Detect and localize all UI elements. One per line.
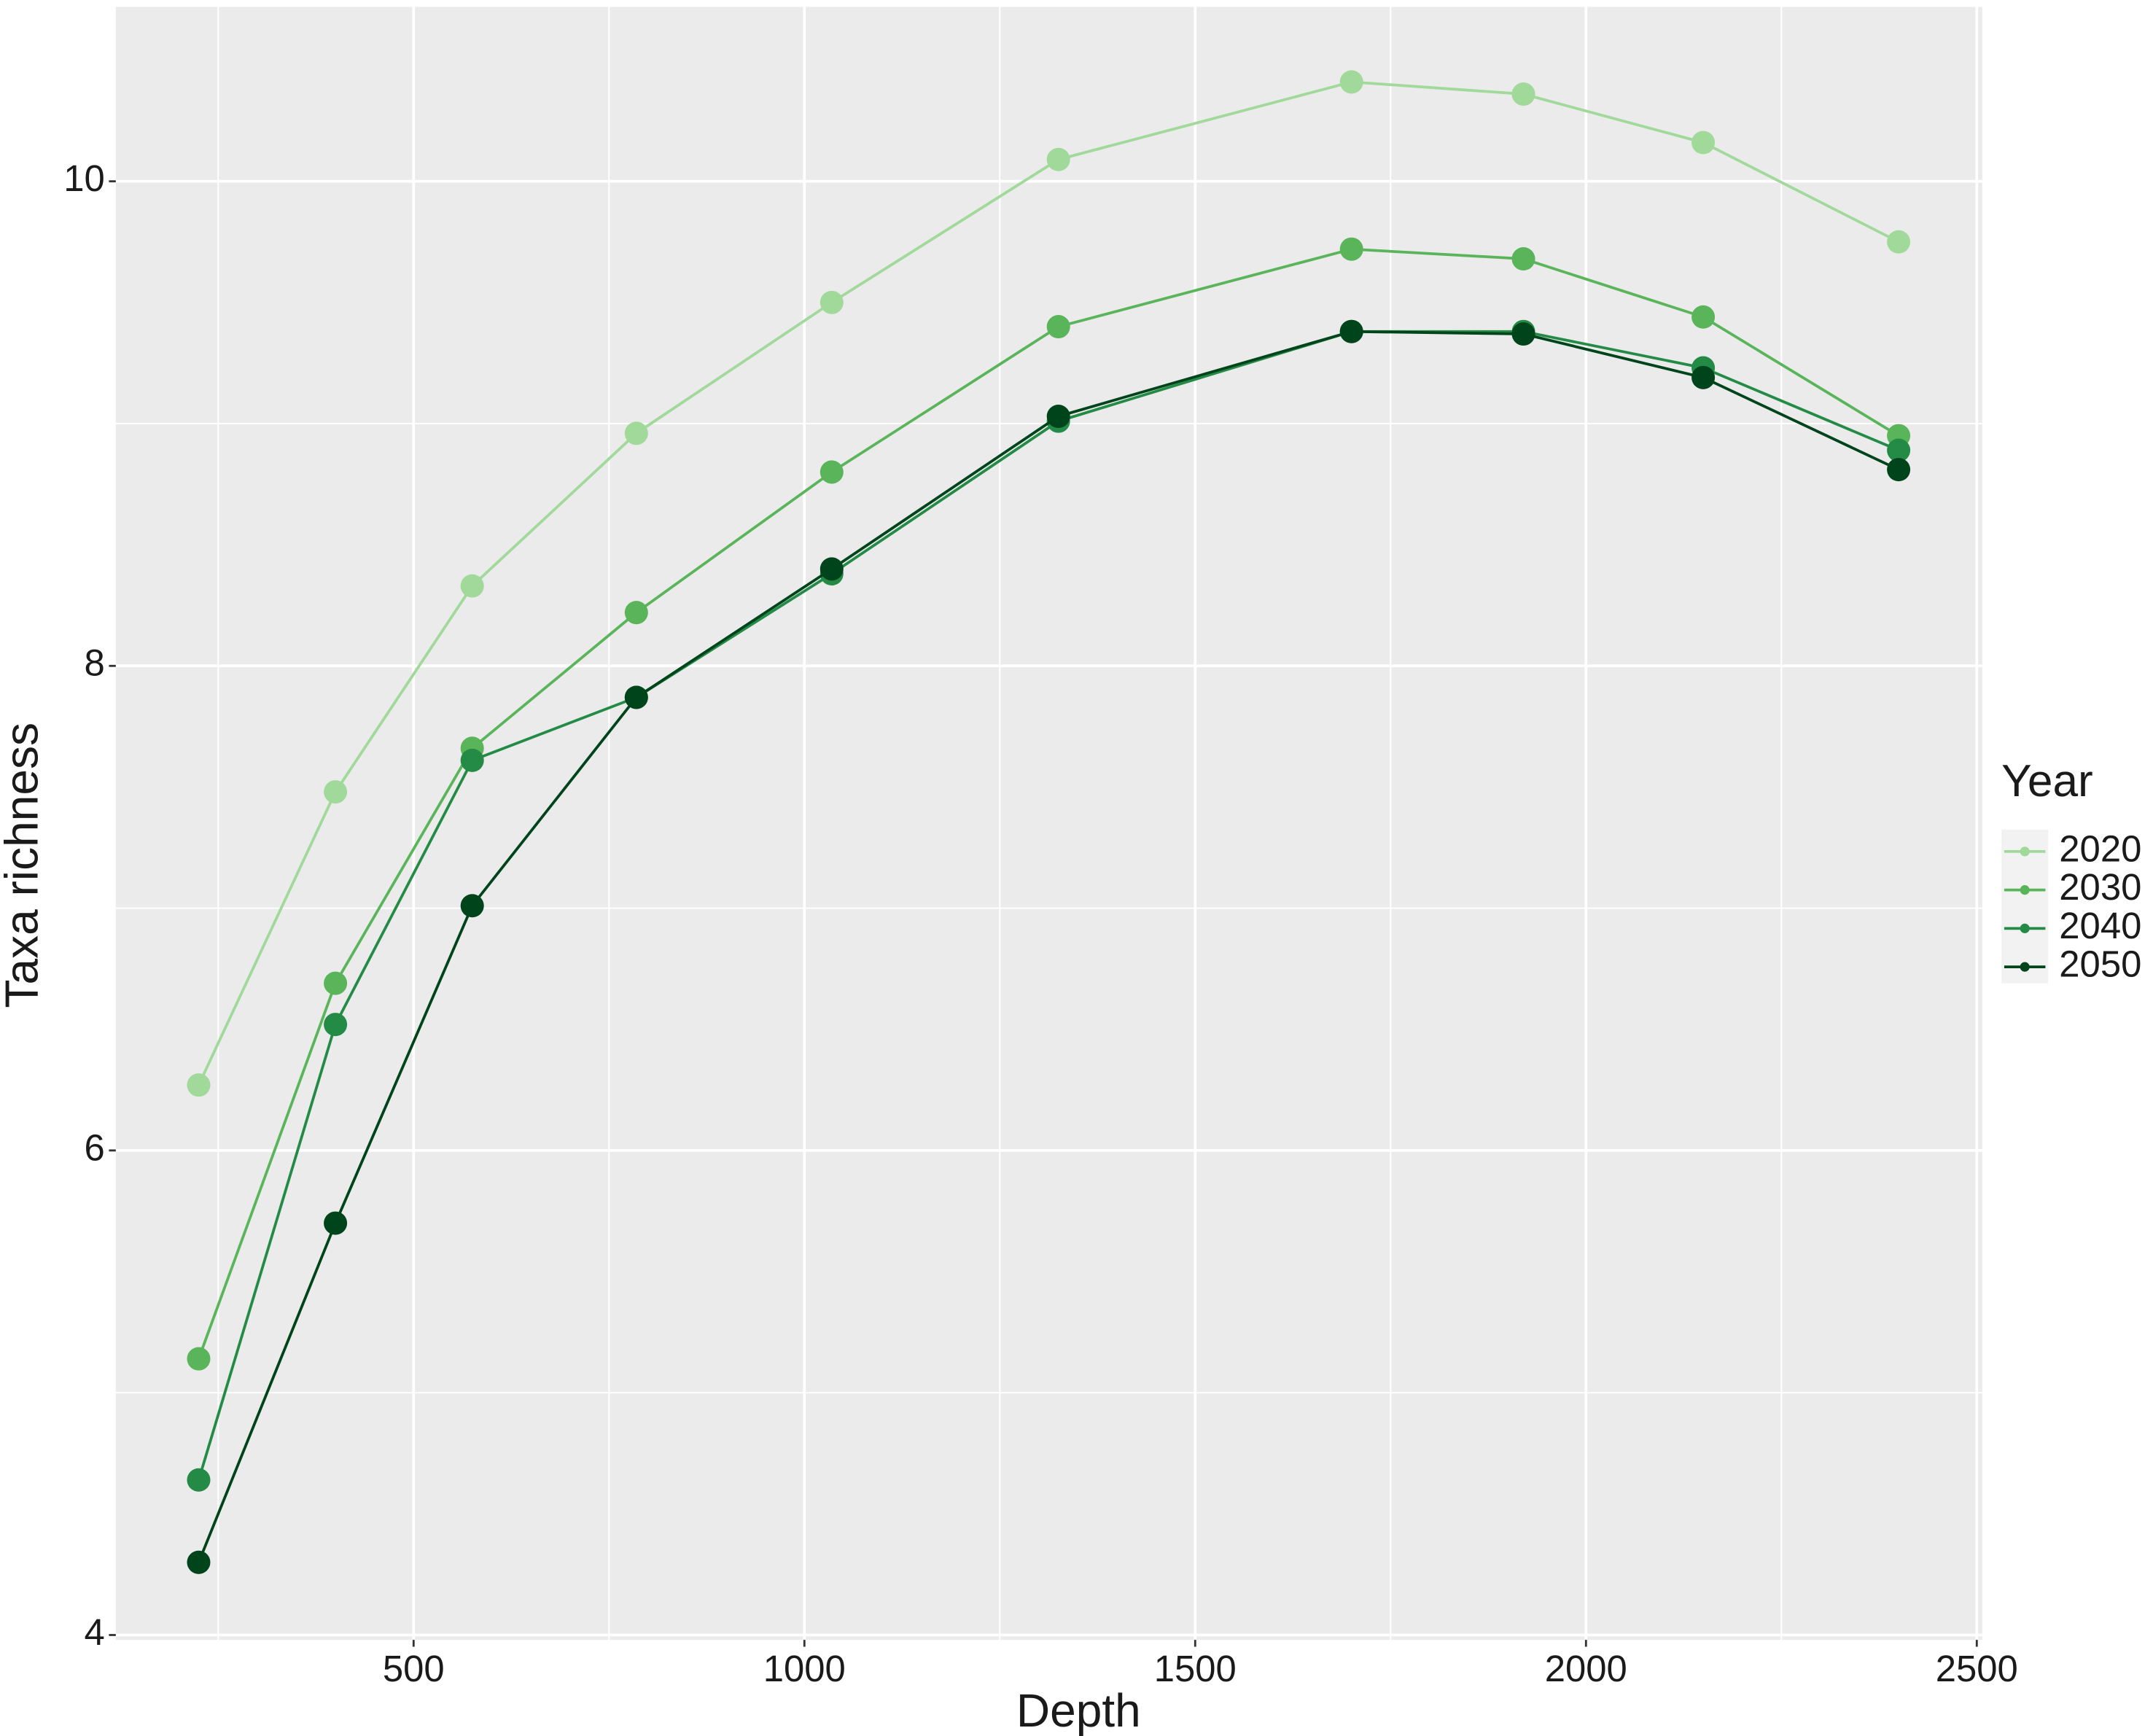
data-point xyxy=(1046,315,1070,339)
series-line xyxy=(197,330,1899,1563)
data-point xyxy=(324,1013,348,1037)
data-point xyxy=(1691,131,1716,155)
data-point xyxy=(624,601,648,625)
data-point xyxy=(1046,147,1070,171)
data-point xyxy=(460,574,484,598)
data-point xyxy=(1691,365,1716,389)
data-point xyxy=(1511,247,1535,271)
legend-title: Year xyxy=(2001,756,2093,806)
data-point xyxy=(324,971,348,995)
x-tick-label: 1500 xyxy=(1154,1648,1237,1689)
data-point xyxy=(460,748,484,772)
data-point xyxy=(1046,404,1070,429)
series-line xyxy=(197,330,1899,1481)
x-tick-label: 2500 xyxy=(1936,1648,2018,1689)
y-tick-label: 10 xyxy=(63,157,105,199)
data-point xyxy=(1511,82,1535,106)
data-point xyxy=(819,290,844,314)
x-tick-label: 1000 xyxy=(763,1648,846,1689)
plot-panel xyxy=(115,7,1982,1640)
y-axis-title: Taxa richness xyxy=(0,723,47,1008)
data-point xyxy=(1339,237,1363,261)
data-point xyxy=(460,894,484,918)
series-line xyxy=(197,80,1899,1086)
legend-label: 2030 xyxy=(2059,866,2141,908)
data-point xyxy=(1887,458,1911,482)
x-axis-title: Depth xyxy=(1016,1684,1141,1736)
data-point xyxy=(187,1468,211,1492)
legend-label: 2050 xyxy=(2059,943,2141,985)
data-point xyxy=(1887,438,1911,462)
legend-key-point xyxy=(2020,846,2030,857)
data-point xyxy=(1339,319,1363,343)
legend-label: 2040 xyxy=(2059,905,2141,946)
data-point xyxy=(624,421,648,445)
data-point xyxy=(187,1347,211,1371)
data-point xyxy=(624,685,648,709)
series-line xyxy=(197,247,1900,1360)
data-point xyxy=(1339,70,1363,94)
data-point xyxy=(1887,230,1911,254)
legend-label: 2020 xyxy=(2059,828,2141,869)
data-point xyxy=(187,1550,211,1574)
legend-key-point xyxy=(2020,885,2030,895)
legend-key-point xyxy=(2020,923,2030,933)
x-tick-label: 500 xyxy=(383,1648,445,1689)
data-point xyxy=(324,1211,348,1235)
data-point xyxy=(819,557,844,581)
data-point xyxy=(1511,322,1535,346)
data-point xyxy=(819,460,844,484)
data-point xyxy=(324,780,348,804)
data-point xyxy=(1691,305,1716,329)
legend-key-point xyxy=(2020,962,2030,972)
data-point xyxy=(187,1073,211,1097)
y-tick-label: 8 xyxy=(84,642,104,684)
x-tick-label: 2000 xyxy=(1545,1648,1627,1689)
y-tick-label: 6 xyxy=(84,1126,104,1168)
y-tick-label: 4 xyxy=(84,1611,104,1653)
